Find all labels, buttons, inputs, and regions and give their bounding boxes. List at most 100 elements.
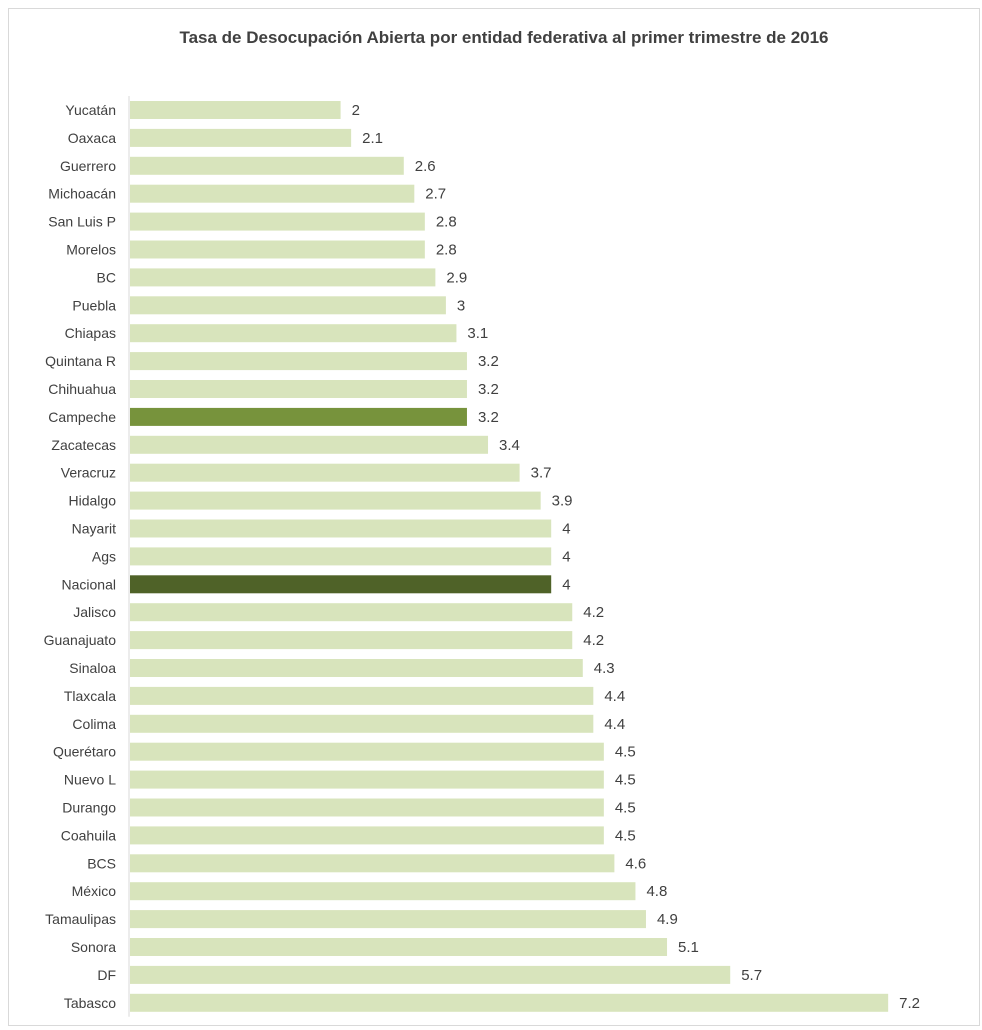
category-label-df: DF (97, 967, 116, 983)
bar-queretaro (130, 742, 604, 761)
bar-chiapas (130, 324, 457, 343)
category-label-puebla: Puebla (72, 297, 116, 313)
value-label-quintana-r: 3.2 (478, 353, 499, 370)
category-label-tlaxcala: Tlaxcala (64, 688, 116, 704)
bar-oaxaca (130, 128, 352, 147)
value-label-nuevo-l: 4.5 (615, 772, 636, 789)
bar-bc (130, 268, 436, 287)
category-label-coahuila: Coahuila (61, 827, 116, 843)
bar-morelos (130, 240, 425, 259)
category-label-nacional: Nacional (62, 576, 116, 592)
chart-frame (8, 8, 980, 1026)
category-label-veracruz: Veracruz (61, 465, 116, 481)
category-label-yucatan: Yucatán (65, 102, 116, 118)
value-label-hidalgo: 3.9 (552, 493, 573, 510)
value-label-tlaxcala: 4.4 (604, 688, 625, 705)
category-labels: Yucatán Oaxaca Guerrero Michoacán San Luis P… (44, 102, 117, 1011)
bar-mexico (130, 882, 636, 901)
category-label-guerrero: Guerrero (60, 158, 116, 174)
category-label-guanajuato: Guanajuato (44, 632, 117, 648)
bar-durango (130, 798, 604, 817)
value-label-guerrero: 2.6 (415, 158, 436, 175)
category-label-bcs: BCS (87, 855, 116, 871)
value-label-sonora: 5.1 (678, 939, 699, 956)
value-label-chiapas: 3.1 (467, 325, 488, 342)
value-label-queretaro: 4.5 (615, 744, 636, 761)
bar-hidalgo (130, 491, 541, 510)
category-label-jalisco: Jalisco (73, 604, 116, 620)
value-label-guanajuato: 4.2 (583, 632, 604, 649)
category-label-mexico: México (72, 883, 117, 899)
value-label-bc: 2.9 (446, 269, 467, 286)
value-label-tabasco: 7.2 (899, 995, 920, 1012)
value-label-df: 5.7 (741, 967, 762, 984)
value-label-colima: 4.4 (604, 716, 625, 733)
value-label-tamaulipas: 4.9 (657, 911, 678, 928)
value-label-michoacan: 2.7 (425, 186, 446, 203)
bar-nuevo-l (130, 770, 604, 789)
bar-df (130, 965, 731, 984)
category-label-michoacan: Michoacán (48, 186, 116, 202)
category-label-nuevo-l: Nuevo L (64, 772, 116, 788)
category-label-chiapas: Chiapas (65, 325, 116, 341)
category-label-queretaro: Querétaro (53, 744, 116, 760)
category-label-morelos: Morelos (66, 242, 116, 258)
value-label-bcs: 4.6 (625, 855, 646, 872)
value-label-puebla: 3 (457, 297, 465, 314)
category-label-quintana-r: Quintana R (45, 353, 116, 369)
bar-sinaloa (130, 659, 583, 677)
value-labels: 22.12.62.72.82.82.933.13.23.23.23.43.73.… (352, 102, 920, 1012)
value-label-durango: 4.5 (615, 800, 636, 817)
value-label-san-luis-p: 2.8 (436, 214, 457, 231)
category-label-durango: Durango (62, 800, 116, 816)
bar-tabasco (130, 993, 889, 1012)
value-label-chihuahua: 3.2 (478, 381, 499, 398)
bar-jalisco (130, 603, 573, 622)
category-label-sinaloa: Sinaloa (69, 660, 116, 676)
value-label-yucatan: 2 (352, 102, 360, 119)
value-label-ags: 4 (562, 548, 570, 565)
bar-guanajuato (130, 631, 573, 650)
category-label-hidalgo: Hidalgo (69, 493, 117, 509)
bar-ags (130, 547, 552, 566)
category-label-san-luis-p: San Luis P (48, 214, 116, 230)
value-label-zacatecas: 3.4 (499, 437, 520, 454)
bar-quintana-r (130, 352, 467, 371)
bar-veracruz (130, 463, 520, 482)
bar-zacatecas (130, 435, 489, 454)
bar-puebla (130, 296, 446, 315)
bar-chihuahua (130, 380, 467, 398)
category-label-chihuahua: Chihuahua (48, 381, 116, 397)
bar-guerrero (130, 156, 404, 175)
value-label-jalisco: 4.2 (583, 604, 604, 621)
category-label-ags: Ags (92, 548, 116, 564)
bar-san-luis-p (130, 212, 425, 231)
value-label-morelos: 2.8 (436, 242, 457, 259)
category-label-tabasco: Tabasco (64, 995, 116, 1011)
value-label-oaxaca: 2.1 (362, 130, 383, 147)
category-label-campeche: Campeche (48, 409, 116, 425)
category-label-tamaulipas: Tamaulipas (45, 911, 116, 927)
category-label-bc: BC (97, 269, 116, 285)
bar-tlaxcala (130, 686, 594, 705)
bar-group (130, 101, 889, 1012)
category-label-oaxaca: Oaxaca (68, 130, 116, 146)
bar-nayarit (130, 519, 552, 538)
value-label-mexico: 4.8 (646, 883, 667, 900)
bar-sonora (130, 938, 668, 956)
category-label-colima: Colima (72, 716, 116, 732)
category-label-zacatecas: Zacatecas (51, 437, 116, 453)
bar-coahuila (130, 826, 604, 845)
bar-campeche (130, 407, 467, 426)
category-label-nayarit: Nayarit (72, 521, 116, 537)
value-label-nacional: 4 (562, 576, 570, 593)
bar-bcs (130, 854, 615, 873)
value-label-campeche: 3.2 (478, 409, 499, 426)
bar-yucatan (130, 101, 341, 119)
bar-nacional (130, 575, 552, 594)
category-label-sonora: Sonora (71, 939, 116, 955)
bar-tamaulipas (130, 910, 646, 929)
value-label-nayarit: 4 (562, 521, 570, 538)
bar-michoacan (130, 184, 415, 203)
